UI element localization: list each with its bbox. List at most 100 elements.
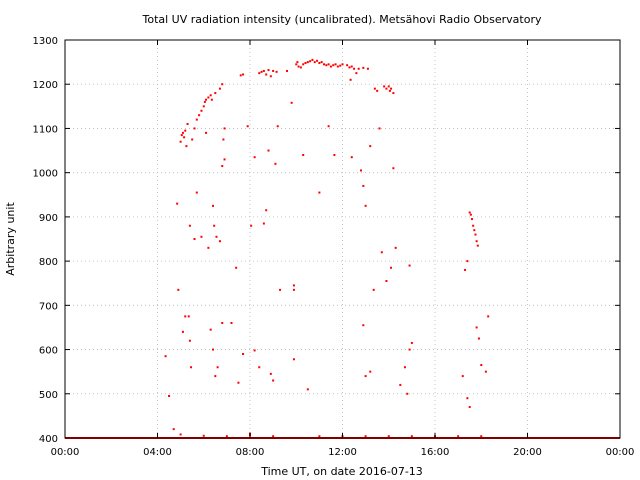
- data-point: [475, 326, 478, 329]
- data-point: [336, 65, 339, 68]
- data-point: [309, 60, 312, 63]
- data-point: [468, 211, 471, 214]
- data-point: [318, 61, 321, 64]
- data-point: [253, 156, 256, 159]
- data-point: [332, 64, 335, 67]
- data-point: [286, 69, 288, 72]
- data-point: [246, 125, 249, 128]
- data-point: [468, 406, 471, 409]
- data-point: [202, 434, 205, 437]
- y-tick-label: 1200: [33, 80, 58, 91]
- data-point: [302, 63, 305, 66]
- data-point: [203, 100, 206, 103]
- data-point: [272, 69, 275, 72]
- data-points: [164, 58, 490, 438]
- grid: [65, 40, 620, 438]
- y-tick-label: 400: [39, 434, 58, 445]
- data-point: [469, 213, 472, 216]
- plot-frame: [64, 39, 621, 439]
- chart-title: Total UV radiation intensity (uncalibrat…: [142, 13, 542, 26]
- data-point: [180, 134, 183, 137]
- data-point: [260, 70, 263, 73]
- data-point: [205, 98, 208, 101]
- data-point: [218, 240, 221, 243]
- data-point: [183, 136, 186, 139]
- data-point: [258, 366, 261, 369]
- data-point: [378, 127, 381, 130]
- data-point: [237, 381, 240, 384]
- data-point: [323, 63, 325, 66]
- data-point: [181, 330, 184, 333]
- data-point: [190, 366, 193, 369]
- data-point: [218, 87, 221, 90]
- x-tick-label: 20:00: [513, 447, 542, 458]
- data-point: [360, 169, 362, 172]
- data-point: [316, 59, 319, 62]
- data-point: [221, 165, 224, 168]
- x-tick-label: 12:00: [328, 447, 357, 458]
- data-point: [250, 224, 253, 227]
- data-point: [476, 244, 479, 247]
- data-point: [225, 435, 228, 438]
- data-point: [369, 145, 372, 148]
- data-point: [383, 85, 386, 88]
- data-point: [392, 92, 395, 95]
- data-point: [410, 435, 413, 438]
- data-point: [334, 63, 337, 66]
- data-point: [325, 64, 328, 67]
- data-point: [235, 266, 238, 269]
- data-point: [299, 66, 302, 69]
- data-point: [269, 372, 272, 375]
- x-tick-label: 08:00: [236, 447, 265, 458]
- data-point: [258, 72, 261, 75]
- data-point: [364, 375, 367, 378]
- data-point: [193, 238, 196, 240]
- data-point: [279, 288, 282, 291]
- x-tick-label: 04:00: [143, 447, 172, 458]
- data-point: [390, 266, 393, 269]
- data-point: [387, 435, 390, 438]
- data-point: [296, 61, 299, 64]
- data-point: [318, 435, 321, 438]
- data-point: [392, 167, 395, 170]
- data-point: [466, 260, 469, 263]
- data-point: [290, 101, 293, 104]
- data-point: [362, 66, 365, 69]
- data-point: [385, 87, 388, 90]
- data-point: [272, 435, 275, 438]
- data-point: [329, 65, 332, 68]
- data-point: [209, 94, 212, 97]
- data-point: [292, 288, 295, 291]
- x-axis-label: Time UT, on date 2016-07-13: [260, 465, 423, 478]
- data-point: [272, 379, 275, 382]
- y-tick-label: 900: [39, 213, 58, 224]
- y-tick-label: 1100: [33, 124, 58, 135]
- data-point: [239, 74, 242, 77]
- x-axis-ticks: 00:00 04:00 08:00 12:00 16:00 20:00 00:00: [51, 40, 635, 458]
- data-point: [480, 364, 483, 367]
- data-point: [461, 375, 464, 378]
- y-tick-label: 700: [39, 301, 58, 312]
- data-point: [477, 337, 480, 340]
- data-point: [230, 322, 233, 325]
- data-point: [366, 67, 369, 70]
- data-point: [214, 92, 217, 95]
- y-axis-label: Arbitrary unit: [4, 202, 17, 276]
- data-point: [202, 105, 205, 108]
- data-point: [339, 64, 342, 67]
- data-point: [214, 375, 217, 378]
- data-point: [177, 288, 180, 291]
- data-point: [195, 118, 198, 121]
- data-point: [200, 235, 203, 238]
- data-point: [369, 370, 372, 373]
- data-point: [466, 397, 469, 400]
- x-tick-label: 00:00: [606, 447, 635, 458]
- data-point: [212, 348, 214, 351]
- data-point: [333, 153, 336, 156]
- x-tick-label: 00:00: [51, 447, 80, 458]
- data-point: [188, 339, 191, 342]
- data-point: [320, 61, 323, 64]
- data-point: [176, 202, 179, 205]
- data-point: [408, 348, 411, 351]
